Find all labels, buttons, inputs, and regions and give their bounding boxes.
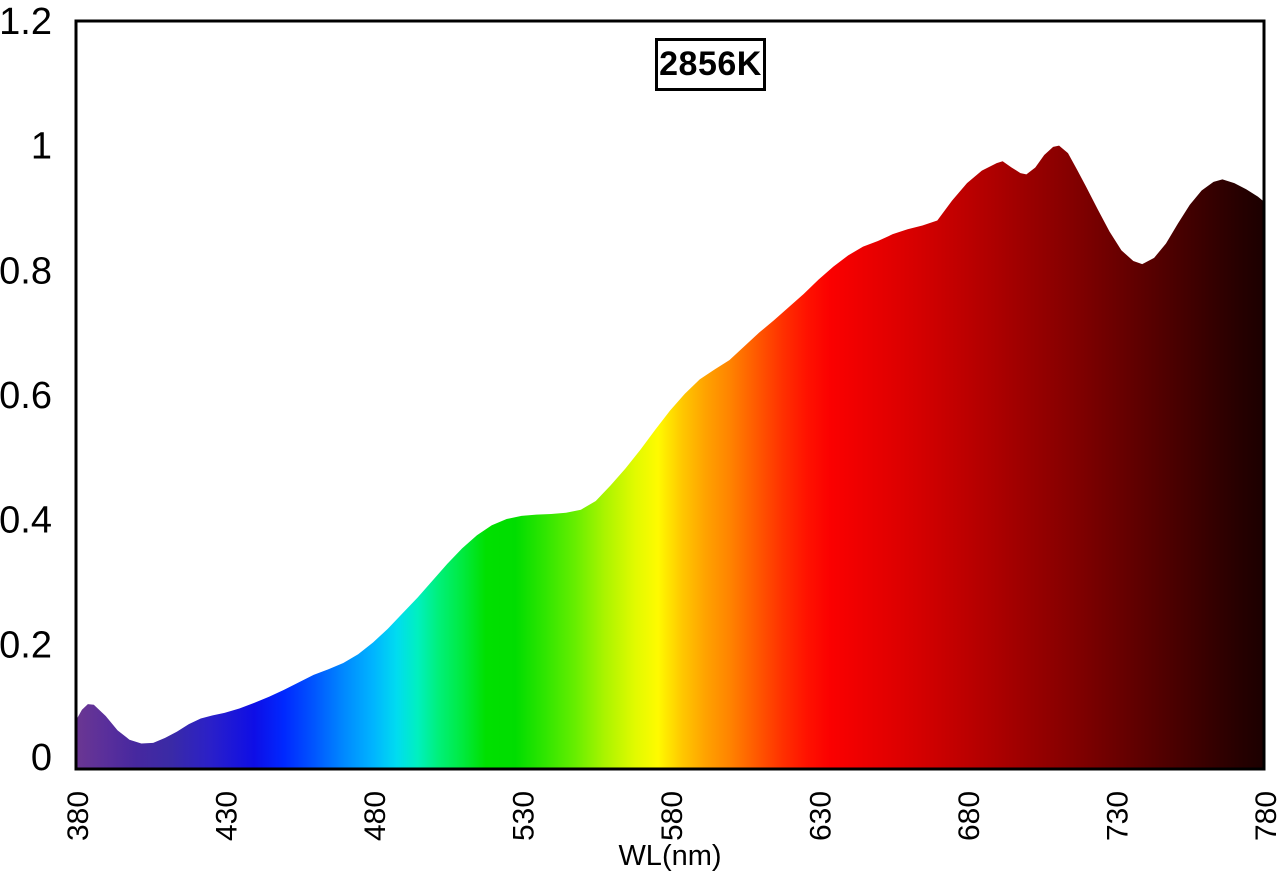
y-tick-label: 0.6 (0, 375, 52, 417)
y-tick-label: 0 (31, 737, 52, 779)
x-tick-label: 430 (211, 791, 244, 841)
y-tick-label: 0.2 (0, 624, 52, 666)
x-tick-label: 780 (1250, 791, 1278, 841)
x-tick-label: 730 (1102, 791, 1135, 841)
plot-frame (74, 19, 1266, 771)
x-tick-label: 630 (805, 791, 838, 841)
x-axis-title: WL(nm) (618, 840, 722, 872)
y-tick-label: 1.2 (0, 1, 52, 43)
x-tick-label: 480 (359, 791, 392, 841)
chart-title-box: 2856K (655, 38, 766, 91)
x-tick-label: 530 (508, 791, 541, 841)
x-tick-label: 680 (953, 791, 986, 841)
y-tick-label: 0.8 (0, 250, 52, 292)
y-tick-label: 1 (31, 126, 52, 168)
y-tick-label: 0.4 (0, 500, 52, 542)
x-tick-label: 580 (656, 791, 689, 841)
x-tick-label: 380 (62, 791, 95, 841)
chart-title: 2856K (659, 45, 762, 83)
spectrum-area (76, 145, 1264, 769)
